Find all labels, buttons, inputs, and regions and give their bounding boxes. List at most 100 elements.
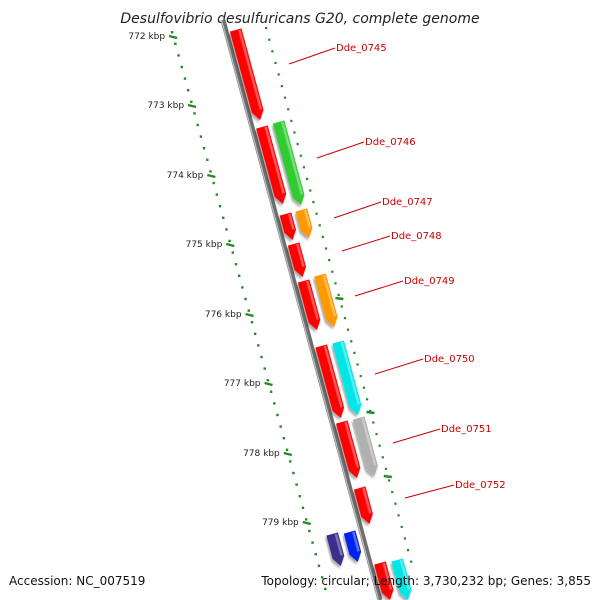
gene-label[interactable]: Dde_0750 (424, 354, 475, 365)
outer-track-tick (335, 296, 344, 301)
label-leader-lines (288, 47, 455, 499)
scale-major-tick (168, 34, 178, 40)
scale-minor-tick (196, 123, 199, 127)
outer-track-dot (378, 444, 381, 447)
scale-minor-tick (225, 228, 228, 231)
scale-minor-tick (177, 54, 180, 57)
gene-inner-6 (315, 344, 345, 419)
scale-minor-tick (324, 587, 327, 591)
gene-0747-shape (295, 208, 313, 239)
gene-inner-4-shape (287, 242, 307, 277)
scale-label: 774 kbp (167, 171, 204, 181)
gene-inner-5-shape (297, 279, 321, 331)
scale-minor-tick (212, 181, 215, 185)
gene-label[interactable]: Dde_0748 (391, 231, 442, 242)
outer-track-dot (328, 259, 331, 262)
scale-minor-tick (209, 170, 212, 173)
scale-minor-tick (244, 297, 247, 301)
outer-track-dot (410, 560, 413, 563)
gene-inner-7-shape (336, 420, 361, 479)
scale-minor-tick (193, 112, 196, 115)
scale-major-tick (207, 173, 216, 179)
outer-track-dot (394, 502, 397, 505)
gene-inner-3 (279, 212, 296, 240)
outer-track-dot (296, 143, 299, 146)
gene-label[interactable]: Dde_0747 (382, 197, 433, 208)
outer-track-dot (356, 363, 359, 366)
scale-label: 778 kbp (243, 449, 280, 459)
gene-inner-3-highlight (288, 213, 295, 230)
outer-track-dot (312, 201, 315, 204)
outer-track-dot (372, 421, 375, 424)
gene-inner-9-highlight (382, 562, 393, 590)
outer-track-dot (400, 525, 403, 528)
scale-minor-tick (320, 576, 324, 579)
outer-track-dot (406, 549, 410, 552)
gene-inner-7-highlight (344, 421, 359, 468)
gene-0746-highlight (281, 121, 304, 195)
gene-inner-4 (287, 242, 307, 277)
outer-track-dot (290, 119, 293, 122)
gene-inner-8-shape (353, 486, 373, 525)
scale-minor-tick (247, 309, 250, 312)
scale-minor-tick (279, 425, 282, 428)
leader-line (354, 280, 404, 297)
gene-inner-5-highlight (306, 280, 319, 320)
outer-track-dot (343, 317, 347, 320)
outer-track-dot (334, 282, 337, 285)
scale-minor-tick (199, 135, 203, 138)
outer-track-dot (375, 433, 378, 436)
accession-text: Accession: NC_007519 (9, 574, 146, 588)
scale-minor-tick (190, 100, 193, 103)
gene-label[interactable]: Dde_0752 (455, 480, 506, 491)
gene-0750 (332, 340, 362, 416)
scale-minor-tick (215, 193, 219, 196)
outer-track-dot (365, 398, 369, 401)
scale-labels: 772 kbp 773 kbp 774 kbp 775 kbp 776 kbp 777 k… (128, 32, 299, 528)
gene-0749-shape (314, 273, 338, 327)
scale-minor-tick (253, 332, 257, 335)
outer-track-dot (268, 38, 271, 41)
scale-minor-tick (295, 483, 298, 486)
gene-label[interactable]: Dde_0746 (365, 137, 416, 148)
scale-major-tick (302, 520, 312, 526)
scale-minor-tick (311, 541, 314, 544)
gene-label[interactable]: Dde_0751 (441, 424, 492, 435)
scale-major-tick (283, 451, 293, 457)
scale-minor-tick (228, 239, 231, 243)
outer-track-dot (280, 85, 283, 88)
outer-track-dot (369, 409, 372, 412)
gene-0749 (314, 273, 338, 327)
outer-track-dot (315, 212, 318, 215)
scale-minor-tick (269, 390, 273, 393)
scale-minor-tick (304, 518, 308, 521)
scale-label: 772 kbp (128, 32, 165, 42)
gene-inner-9-shape (374, 561, 394, 600)
gene-inner-6-shape (315, 344, 345, 419)
gene-0751-highlight (361, 417, 377, 466)
scale-minor-tick (218, 205, 222, 208)
gene-label[interactable]: Dde_0745 (336, 43, 387, 54)
leader-line (288, 47, 336, 65)
outer-track-dot (305, 177, 309, 180)
gene-inner-7 (336, 420, 361, 479)
scale-major-tick (187, 103, 197, 109)
outer-track-dot (299, 154, 302, 157)
scale-minor-tick (314, 553, 317, 556)
gene-navy (326, 532, 345, 566)
leader-line (316, 141, 365, 159)
outer-track-dot (277, 73, 280, 76)
outer-track-dots (265, 27, 413, 563)
gene-0750-shape (332, 340, 362, 416)
gene-inner-2-highlight (264, 126, 285, 194)
leader-line (333, 201, 382, 219)
gene-outer-cyan-shape (391, 558, 412, 600)
scale-minor-tick (202, 147, 206, 150)
gene-label[interactable]: Dde_0749 (404, 276, 455, 287)
outer-track-dot (337, 293, 340, 296)
outer-track-dot (387, 479, 391, 482)
outer-track-dot (324, 247, 328, 250)
outer-track-dot (391, 491, 394, 494)
scale-minor-tick (206, 158, 209, 161)
scale-minor-tick (180, 65, 183, 69)
